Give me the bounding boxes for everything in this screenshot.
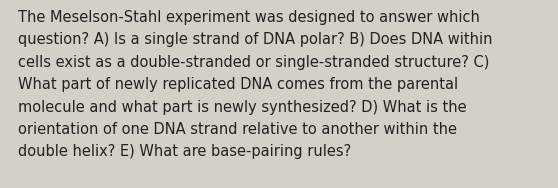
Text: What part of newly replicated DNA comes from the parental: What part of newly replicated DNA comes … <box>18 77 458 92</box>
Text: question? A) Is a single strand of DNA polar? B) Does DNA within: question? A) Is a single strand of DNA p… <box>18 32 493 47</box>
Text: double helix? E) What are base-pairing rules?: double helix? E) What are base-pairing r… <box>18 144 351 159</box>
Text: The Meselson-Stahl experiment was designed to answer which: The Meselson-Stahl experiment was design… <box>18 10 480 25</box>
Text: cells exist as a double-stranded or single-stranded structure? C): cells exist as a double-stranded or sing… <box>18 55 489 70</box>
Text: orientation of one DNA strand relative to another within the: orientation of one DNA strand relative t… <box>18 122 457 137</box>
Text: molecule and what part is newly synthesized? D) What is the: molecule and what part is newly synthesi… <box>18 100 466 115</box>
